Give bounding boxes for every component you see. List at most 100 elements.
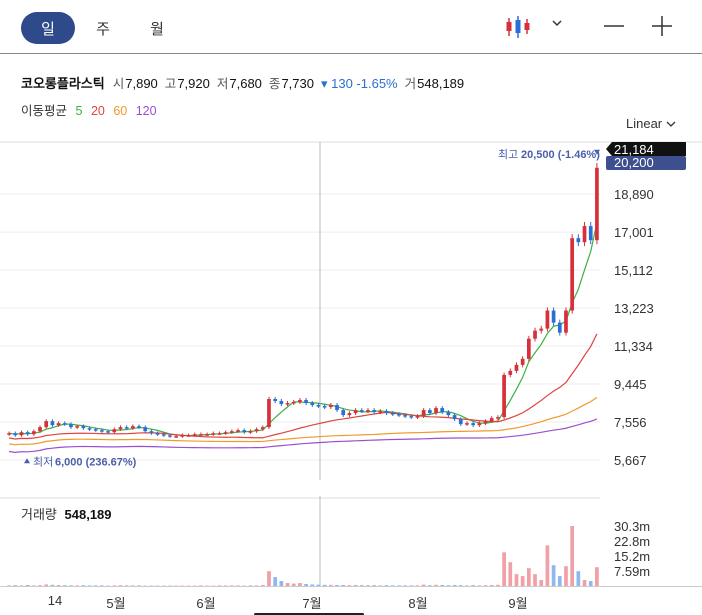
candle-body bbox=[508, 370, 513, 375]
volume-bar bbox=[403, 585, 407, 586]
price-chart[interactable]: 18,890 17,001 15,112 13,223 11,334 9,445 7,556… bbox=[0, 138, 702, 480]
candle-body bbox=[397, 414, 401, 416]
candle-body bbox=[19, 432, 24, 436]
volume-bar bbox=[322, 584, 327, 586]
volume-bar bbox=[496, 584, 500, 586]
volume-bar bbox=[551, 565, 556, 586]
candle-body bbox=[273, 399, 278, 402]
volume-bar bbox=[452, 585, 457, 586]
volume-bar bbox=[328, 584, 333, 586]
price-axis-tick: 7,556 bbox=[614, 415, 647, 430]
volume-bar bbox=[526, 568, 531, 586]
low-label: 저 bbox=[216, 77, 229, 91]
price-axis-tick: 13,223 bbox=[614, 301, 654, 316]
volume-bar bbox=[434, 584, 438, 586]
tab-week[interactable]: 주 bbox=[96, 20, 110, 38]
volume-bar bbox=[564, 566, 568, 586]
volume-bar bbox=[570, 526, 575, 586]
volume-bar bbox=[100, 585, 104, 586]
low-value: 7,680 bbox=[229, 76, 262, 91]
candle-body bbox=[130, 426, 135, 429]
volume-bar bbox=[298, 583, 302, 586]
volume-chart-value: 548,189 bbox=[64, 507, 112, 522]
volume-bar bbox=[595, 567, 599, 586]
volume-bar bbox=[557, 576, 562, 586]
high-value: 7,920 bbox=[177, 76, 210, 91]
candle-body bbox=[223, 432, 228, 434]
volume-bar bbox=[223, 585, 228, 586]
volume-bar bbox=[397, 585, 401, 586]
last-price-tag bbox=[606, 156, 686, 170]
candle-body bbox=[106, 431, 110, 433]
candle-body bbox=[149, 431, 154, 434]
candle-body bbox=[440, 408, 445, 413]
scroll-thumb[interactable] bbox=[254, 613, 364, 615]
open-value: 7,890 bbox=[125, 76, 158, 91]
volume-bar bbox=[520, 576, 525, 586]
price-axis-tick: 18,890 bbox=[614, 187, 654, 202]
volume-bar bbox=[477, 585, 482, 586]
x-axis-tick: 7월 bbox=[302, 596, 322, 611]
volume-bar bbox=[335, 585, 339, 586]
candle-body bbox=[180, 435, 185, 437]
volume-bar bbox=[260, 585, 265, 586]
ma20-line bbox=[8, 333, 598, 440]
ma-60: 60 bbox=[113, 104, 128, 118]
candle-body bbox=[557, 322, 562, 333]
volume-bar bbox=[69, 585, 73, 586]
minus-icon[interactable] bbox=[602, 14, 626, 38]
price-axis-tick: 17,001 bbox=[614, 225, 654, 240]
candle-body bbox=[161, 434, 166, 436]
ma-20: 20 bbox=[90, 104, 105, 118]
candle-body bbox=[570, 238, 575, 311]
candle-body bbox=[285, 403, 290, 405]
volume-bar bbox=[372, 585, 377, 586]
candle-body bbox=[124, 427, 129, 429]
low-marker-icon bbox=[24, 458, 30, 464]
volume-bar bbox=[366, 585, 370, 586]
volume-bar bbox=[390, 585, 395, 586]
tab-month[interactable]: 월 bbox=[150, 20, 164, 38]
volume-bar bbox=[31, 585, 36, 586]
candlestick-icon[interactable] bbox=[504, 14, 532, 40]
volume-bar bbox=[118, 585, 123, 586]
candle-body bbox=[452, 415, 457, 420]
candle-body bbox=[38, 427, 42, 432]
volume-bar bbox=[427, 585, 432, 586]
x-axis-tick: 5월 bbox=[106, 596, 126, 611]
candle-body bbox=[7, 433, 11, 435]
candle-body bbox=[384, 411, 389, 414]
low-annotation-label: 최저 bbox=[33, 455, 53, 468]
candle-body bbox=[551, 310, 556, 323]
candle-body bbox=[409, 416, 414, 418]
candle-body bbox=[50, 421, 55, 426]
plus-icon[interactable] bbox=[650, 14, 674, 38]
candle-body bbox=[372, 410, 377, 413]
candle-body bbox=[168, 435, 172, 437]
candle-body bbox=[118, 427, 123, 430]
candle-body bbox=[415, 416, 420, 418]
ma60-line bbox=[9, 396, 598, 446]
volume-bar bbox=[267, 571, 271, 586]
volume-bar bbox=[471, 585, 476, 586]
volume-bar bbox=[384, 585, 389, 586]
ma5-line bbox=[8, 222, 598, 437]
candle-body bbox=[248, 431, 253, 433]
volume-bar bbox=[25, 585, 30, 586]
candle-body bbox=[471, 423, 476, 426]
candle-body bbox=[390, 413, 395, 415]
volume-bar bbox=[508, 562, 513, 586]
scale-dropdown[interactable]: Linear bbox=[626, 116, 676, 131]
chevron-down-icon[interactable] bbox=[550, 16, 564, 30]
volume-bar bbox=[62, 585, 67, 586]
volume-bar bbox=[582, 580, 587, 586]
candle-body bbox=[446, 412, 451, 416]
candle-body bbox=[87, 428, 92, 430]
volume-label: 거 bbox=[404, 77, 417, 91]
candle-body bbox=[310, 403, 315, 406]
candle-body bbox=[366, 410, 370, 412]
moving-average-legend[interactable]: 이동평균 5 20 60 120 bbox=[21, 100, 162, 119]
tab-day[interactable]: 일 bbox=[21, 12, 75, 44]
volume-bar bbox=[44, 584, 49, 586]
